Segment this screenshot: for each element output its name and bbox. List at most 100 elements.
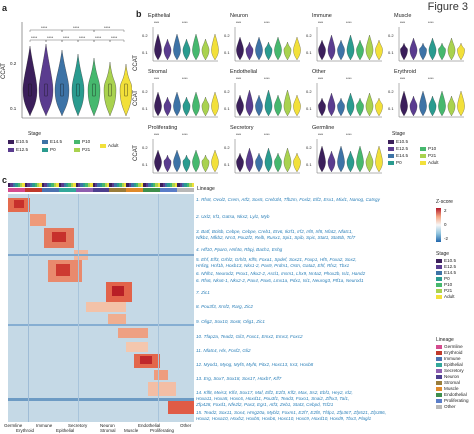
stage-bar-segment xyxy=(119,183,122,187)
panel-a-letter: a xyxy=(2,3,8,13)
stage-bar-segment xyxy=(136,183,139,187)
subplot-significance: **** xyxy=(236,77,241,81)
violin xyxy=(346,92,355,117)
violin xyxy=(236,36,244,61)
lineage-bar-segment xyxy=(92,188,110,192)
violin-box xyxy=(92,83,96,97)
stage-bar-segment xyxy=(49,183,52,187)
legend-swatch xyxy=(436,363,442,367)
gene-module-line: 3. Batf, Bcl6b, Cebpe, Cebpe, Creb1, Etv… xyxy=(196,229,353,234)
legend-label: P21 xyxy=(444,288,453,294)
legend-swatch xyxy=(74,140,80,144)
legend-label: Immune xyxy=(444,356,461,362)
panel-b-subplot: Epithelial 0.1 0.2 **** **** xyxy=(142,13,220,66)
legend-swatch xyxy=(436,277,442,281)
subplot-ytick: 0.1 xyxy=(306,162,312,167)
violin xyxy=(274,36,282,61)
violin xyxy=(211,149,219,173)
panel-b-legend-title: Stage xyxy=(392,131,406,137)
panel-a-legend-item: Adult xyxy=(100,143,118,149)
panel-a-sig-5: **** xyxy=(111,35,118,40)
stage-bar-segment xyxy=(109,183,113,187)
violin xyxy=(274,94,282,117)
violin xyxy=(173,33,181,61)
lineage-legend-item: Neuron xyxy=(436,374,459,380)
violin xyxy=(236,152,244,173)
violin xyxy=(318,145,326,173)
subplot-violins xyxy=(152,83,219,118)
violin xyxy=(201,96,210,117)
violin xyxy=(87,57,101,117)
panel-a-legend-item: E10.5 xyxy=(8,139,28,145)
stage-bar-segment xyxy=(82,183,86,187)
violin xyxy=(119,63,132,117)
legend-swatch xyxy=(436,393,442,397)
bottom-lineage-label: Epithelial xyxy=(56,428,75,433)
gene-module-line: Hoxa2, Hoxa10, Hoxb2, Hoxb5, Hoxb6, Hoxc… xyxy=(196,416,372,421)
gene-module-line: 10. Tfap2a, Tead2, Gli3, Foxc1, Emx2, Em… xyxy=(196,334,303,339)
panel-a-ytick-1: 0.2 xyxy=(10,61,17,66)
legend-label: Erythroid xyxy=(444,350,463,356)
legend-swatch xyxy=(388,161,394,165)
legend-label: E14.5 xyxy=(50,139,63,145)
lineage-bar-label: Lineage xyxy=(197,186,215,192)
subplot-violins xyxy=(398,27,465,62)
violin xyxy=(318,97,326,117)
panel-b-legend: E10.5 E12.5 E14.5 P0 P10 P21 Adult xyxy=(388,139,468,176)
legend-label: Proliferating xyxy=(444,398,469,404)
subplot-significance: **** xyxy=(154,133,159,137)
gene-module-line: 6. Rfx6, Nkx6-1, Nkx2-2, Pax4, Pax6, Lmx… xyxy=(196,278,364,283)
legend-swatch xyxy=(436,387,442,391)
legend-label: P10 xyxy=(444,282,453,288)
violin xyxy=(400,90,408,117)
subplot-violins xyxy=(316,83,383,118)
panel-b-legend-item: E12.5 xyxy=(388,146,408,152)
violin xyxy=(71,53,85,117)
stage-bar-segment xyxy=(107,183,110,187)
stage-bar-segment xyxy=(111,183,115,187)
legend-label: Germline xyxy=(444,344,463,350)
stage-bar-segment xyxy=(157,183,161,187)
violin xyxy=(236,94,244,117)
subplot-ytick: 0.2 xyxy=(142,89,148,94)
legend-label: Muscle xyxy=(444,386,459,392)
violin xyxy=(346,34,355,61)
stage-bar-segment xyxy=(97,183,101,187)
lineage-bar-segment xyxy=(109,188,127,192)
subplot-significance: **** xyxy=(346,77,352,81)
gene-module-line: Hoxa11, Hoxa5, Hoxc6, Hoxd11, Pou3f1, Te… xyxy=(196,396,350,401)
violin xyxy=(428,95,437,117)
violin xyxy=(438,90,446,117)
gene-module-line: 1. Rfx8, Ovol2, Crem, Atf2, Sox5, Creb3l… xyxy=(196,197,380,202)
legend-label: P0 xyxy=(396,160,402,166)
violin xyxy=(192,33,200,61)
bottom-lineage-label: Other xyxy=(180,423,192,428)
zscore-title: Z-score xyxy=(436,199,453,205)
zscore-tick: 2 xyxy=(444,208,447,213)
violin xyxy=(245,147,254,173)
stage-bar-segment xyxy=(70,183,74,187)
violin xyxy=(293,94,301,117)
subplot-significance: **** xyxy=(400,21,405,25)
lineage-bar-segment xyxy=(58,188,76,192)
stage-bar-segment xyxy=(24,183,28,187)
violin xyxy=(173,91,181,117)
lineage-legend: Germline Erythroid Immune Epithelial Secreto… xyxy=(436,344,474,415)
stage-bar-segment xyxy=(51,183,55,187)
violin xyxy=(327,150,336,173)
stage-bar-segment xyxy=(143,183,146,187)
subplot-ytick: 0.2 xyxy=(388,33,394,38)
gene-module-line: 15. Tead2, Sox11, Sox4, Hmg20a, Mybl2, F… xyxy=(196,410,386,415)
gene-module-line: 7. Zic1 xyxy=(196,290,210,295)
legend-label: E12.5 xyxy=(16,147,29,153)
subplot-ytick: 0.2 xyxy=(224,145,230,150)
legend-swatch xyxy=(74,148,80,152)
bottom-lineage-label: Muscle xyxy=(124,428,139,433)
lineage-annotation-bar xyxy=(8,188,195,192)
gene-module-line: 14. Klf8, Meis3, Klf4, Sox17, Maf, Elf2,… xyxy=(196,390,353,395)
panel-b-letter: b xyxy=(136,9,142,19)
violin xyxy=(375,145,383,173)
lineage-bar-segment xyxy=(75,188,93,192)
stage-bar-segment xyxy=(12,183,16,187)
stage-bar-segment xyxy=(114,183,117,187)
